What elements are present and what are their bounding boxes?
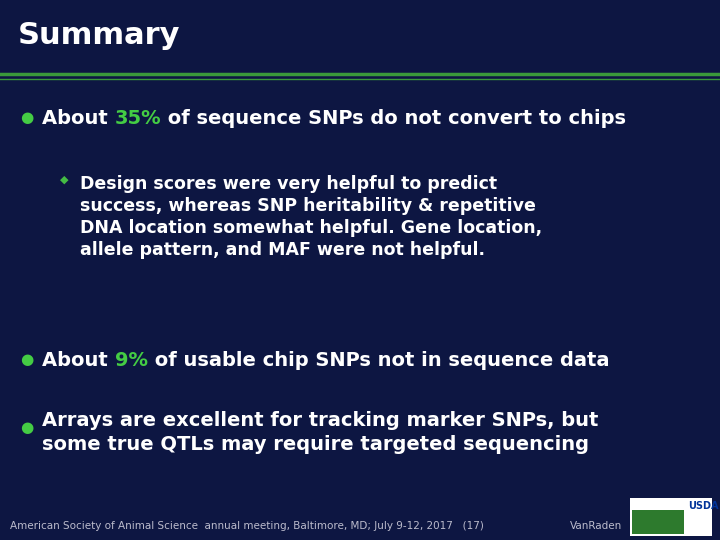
Text: of usable chip SNPs not in sequence data: of usable chip SNPs not in sequence data xyxy=(148,350,609,369)
Text: 35%: 35% xyxy=(114,109,161,127)
Bar xyxy=(632,510,684,534)
Bar xyxy=(630,498,712,536)
Text: Arrays are excellent for tracking marker SNPs, but: Arrays are excellent for tracking marker… xyxy=(42,410,598,429)
Text: USDA: USDA xyxy=(688,501,719,511)
Text: ●: ● xyxy=(20,421,33,435)
Text: 9%: 9% xyxy=(114,350,148,369)
Text: success, whereas SNP heritability & repetitive: success, whereas SNP heritability & repe… xyxy=(80,197,536,215)
Text: Summary: Summary xyxy=(18,22,181,51)
Text: About: About xyxy=(42,109,114,127)
Text: allele pattern, and MAF were not helpful.: allele pattern, and MAF were not helpful… xyxy=(80,241,485,259)
Text: of sequence SNPs do not convert to chips: of sequence SNPs do not convert to chips xyxy=(161,109,626,127)
Wedge shape xyxy=(655,500,675,510)
Text: About: About xyxy=(42,350,114,369)
Text: Design scores were very helpful to predict: Design scores were very helpful to predi… xyxy=(80,175,497,193)
Text: ●: ● xyxy=(20,111,33,125)
Text: some true QTLs may require targeted sequencing: some true QTLs may require targeted sequ… xyxy=(42,435,589,454)
Wedge shape xyxy=(636,498,660,510)
Text: American Society of Animal Science  annual meeting, Baltimore, MD; July 9-12, 20: American Society of Animal Science annua… xyxy=(10,521,484,531)
Text: ●: ● xyxy=(20,353,33,368)
Text: VanRaden: VanRaden xyxy=(570,521,622,531)
Text: DNA location somewhat helpful. Gene location,: DNA location somewhat helpful. Gene loca… xyxy=(80,219,542,237)
Text: ◆: ◆ xyxy=(60,175,68,185)
Bar xyxy=(0,0,720,72)
